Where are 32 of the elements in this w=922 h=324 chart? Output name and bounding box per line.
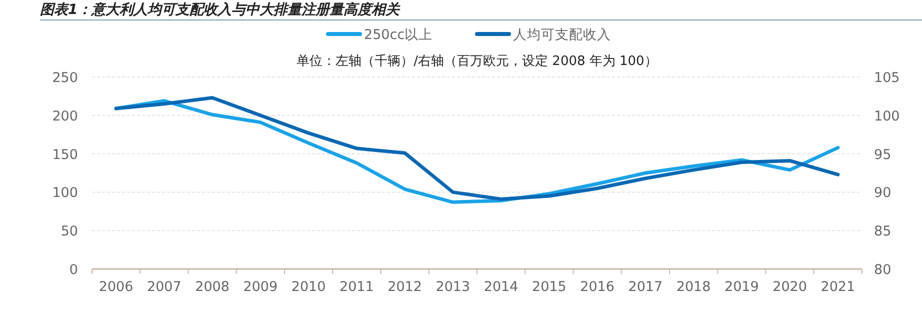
legend-label: 250cc以上 — [364, 27, 433, 43]
x-tick-label: 2019 — [724, 279, 759, 295]
chart-subtitle: 单位：左轴（千辆）/右轴（百万欧元，设定 2008 年为 100） — [296, 54, 658, 69]
x-tick-label: 2014 — [484, 279, 518, 295]
x-tick-label: 2009 — [243, 279, 278, 295]
x-tick-label: 2008 — [195, 279, 230, 295]
y-tick-label: 50 — [60, 224, 78, 240]
y-tick-label: 150 — [52, 146, 78, 163]
y2-tick-label: 85 — [874, 224, 892, 240]
y-tick-label: 200 — [52, 108, 78, 124]
x-tick-label: 2013 — [436, 279, 470, 295]
x-tick-label: 2017 — [628, 279, 663, 295]
x-tick-label: 2006 — [98, 279, 134, 295]
y2-tick-label: 100 — [874, 108, 900, 124]
x-tick-label: 2012 — [388, 279, 422, 295]
y-tick-label: 100 — [52, 185, 78, 202]
y-tick-label: 250 — [52, 70, 78, 86]
x-tick-label: 2018 — [676, 279, 711, 295]
x-tick-label: 2007 — [147, 279, 182, 295]
x-tick-label: 2016 — [580, 279, 614, 295]
x-tick-label: 2011 — [340, 279, 374, 295]
y2-tick-label: 105 — [874, 70, 900, 86]
y2-tick-label: 90 — [874, 185, 892, 202]
y-tick-label: 0 — [69, 262, 78, 278]
x-tick-label: 2015 — [532, 279, 566, 295]
legend-label: 人均可支配收入 — [513, 27, 611, 43]
y2-tick-label: 80 — [874, 262, 892, 278]
x-tick-label: 2021 — [820, 279, 856, 295]
chart-title: 图表1：意大利人均可支配收入与中大排量注册量高度相关 — [40, 1, 401, 18]
x-tick-label: 2020 — [772, 279, 807, 295]
y2-tick-label: 95 — [874, 146, 892, 163]
x-tick-label: 2010 — [291, 279, 326, 295]
